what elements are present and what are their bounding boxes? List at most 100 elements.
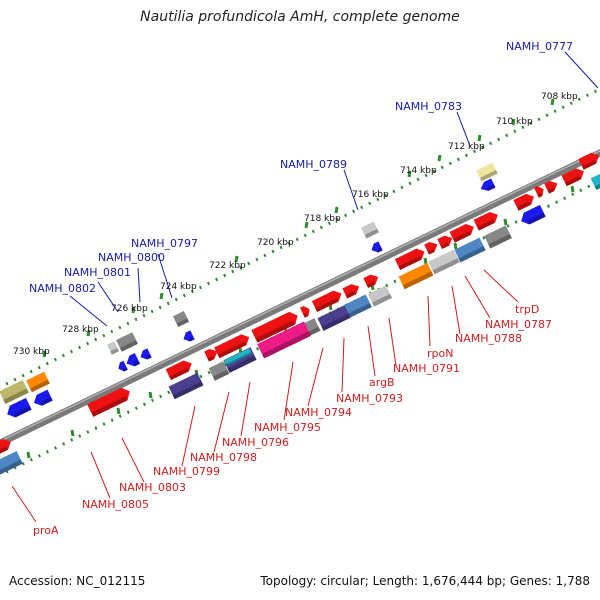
gene-body: [0, 380, 29, 404]
gene-shade: [348, 302, 372, 318]
gene-shade: [212, 369, 230, 381]
gene-body: [476, 162, 498, 182]
gene-shade: [145, 354, 152, 360]
gene-label-namh-0791: NAMH_0791: [393, 362, 460, 375]
gene-feature: [172, 310, 190, 328]
gene-body: [454, 237, 486, 263]
scale-label-730: 730 kbp: [13, 347, 50, 357]
gene-shade: [169, 367, 189, 381]
gene-label-namh-0802: NAMH_0802: [29, 282, 96, 295]
gene-feature: [424, 242, 438, 255]
gene-shade: [207, 355, 215, 362]
gene-feature: [513, 193, 534, 211]
gene-shade: [537, 192, 543, 198]
gene-features: [0, 152, 600, 475]
gene-label-namh-0788: NAMH_0788: [455, 332, 522, 345]
gene-feature: [300, 306, 310, 318]
gene-feature: [484, 225, 512, 249]
gene-shade: [91, 396, 128, 417]
gene-body: [437, 235, 453, 250]
scale-label-716: 716 kbp: [352, 190, 389, 200]
gene-shade: [427, 248, 435, 255]
gene-feature: [342, 284, 360, 299]
gene-body: [140, 348, 152, 360]
gene-shade: [488, 233, 512, 249]
gene-feature: [140, 348, 152, 360]
top-gene-labels: NAMH_0777 NAMH_0783 NAMH_0789 NAMH_0797 …: [29, 40, 573, 295]
gene-feature: [371, 241, 383, 253]
gene-shade: [458, 246, 486, 263]
genome-backbone-highlight: [0, 150, 600, 442]
gene-shade: [321, 313, 351, 331]
accession-text: Accession: NC_012115: [9, 574, 146, 588]
gene-body: [363, 274, 379, 289]
gene-feature: [480, 178, 496, 191]
gene-body: [126, 352, 141, 367]
bottom-gene-labels: trpD NAMH_0787 NAMH_0788 rpoN NAMH_0791 …: [33, 303, 552, 537]
gene-feature: [165, 360, 192, 381]
gene-feature: [116, 332, 138, 352]
gene-body: [172, 310, 190, 328]
outer-ring-ticks: [42, 98, 555, 358]
gene-shade: [303, 312, 309, 318]
gene-label-namh-0800: NAMH_0800: [98, 251, 165, 264]
gene-feature: [7, 397, 32, 418]
bottom-leader-lines: [11, 269, 519, 523]
gene-shade: [372, 293, 393, 307]
gene-feature: [107, 341, 119, 355]
gene-label-namh-0799: NAMH_0799: [153, 465, 220, 478]
gene-label-namh-0783: NAMH_0783: [395, 100, 462, 113]
gene-label-trpd: trpD: [515, 303, 539, 316]
gene-feature: [473, 211, 498, 231]
gene-body: [183, 330, 195, 342]
gene-feature: [578, 152, 599, 170]
gene-feature: [168, 372, 204, 400]
gene-feature: [544, 181, 558, 194]
gene-shade: [516, 201, 532, 211]
gene-feature: [367, 285, 393, 307]
gene-shade: [345, 290, 357, 299]
gene-body: [251, 311, 298, 343]
gene-body: [449, 223, 474, 243]
genome-backbone: [0, 148, 600, 448]
scale-label-720: 720 kbp: [257, 238, 294, 248]
gene-shade: [255, 320, 296, 343]
gene-feature: [344, 294, 372, 318]
gene-label-namh-0803: NAMH_0803: [119, 481, 186, 494]
gene-feature: [476, 162, 498, 182]
gene-body: [544, 181, 558, 194]
gene-body: [118, 360, 128, 372]
gene-feature: [183, 330, 195, 342]
gene-shade: [440, 242, 450, 250]
gene-body: [484, 225, 512, 249]
gene-feature: [449, 223, 474, 243]
gene-body: [371, 241, 383, 253]
scale-labels: 708 kbp 710 kbp 712 kbp 714 kbp 716 kbp …: [13, 92, 578, 357]
gene-shade: [307, 326, 321, 336]
gene-body: [534, 186, 544, 198]
gene-feature: [361, 221, 379, 239]
gene-shade: [0, 446, 9, 458]
gene-label-namh-0789: NAMH_0789: [280, 158, 347, 171]
gene-body: [0, 451, 23, 475]
gene-label-namh-0796: NAMH_0796: [222, 436, 289, 449]
gene-body: [424, 242, 438, 255]
gene-shade: [119, 340, 138, 352]
gene-body: [578, 152, 599, 170]
gene-shade: [402, 271, 434, 290]
gene-label-namh-0797: NAMH_0797: [131, 237, 198, 250]
gene-shade: [0, 459, 23, 475]
gene-feature: [251, 311, 298, 343]
gene-feature: [437, 235, 453, 250]
gene-feature: [257, 321, 311, 359]
gene-feature: [534, 186, 544, 198]
gene-feature: [521, 204, 546, 225]
gene-shade: [261, 331, 311, 359]
gene-shade: [3, 388, 29, 404]
gene-feature: [126, 352, 141, 367]
gene-shade: [479, 169, 498, 182]
scale-label-708: 708 kbp: [541, 92, 578, 102]
gene-label-namh-0795: NAMH_0795: [254, 421, 321, 434]
gene-shade: [29, 379, 50, 393]
